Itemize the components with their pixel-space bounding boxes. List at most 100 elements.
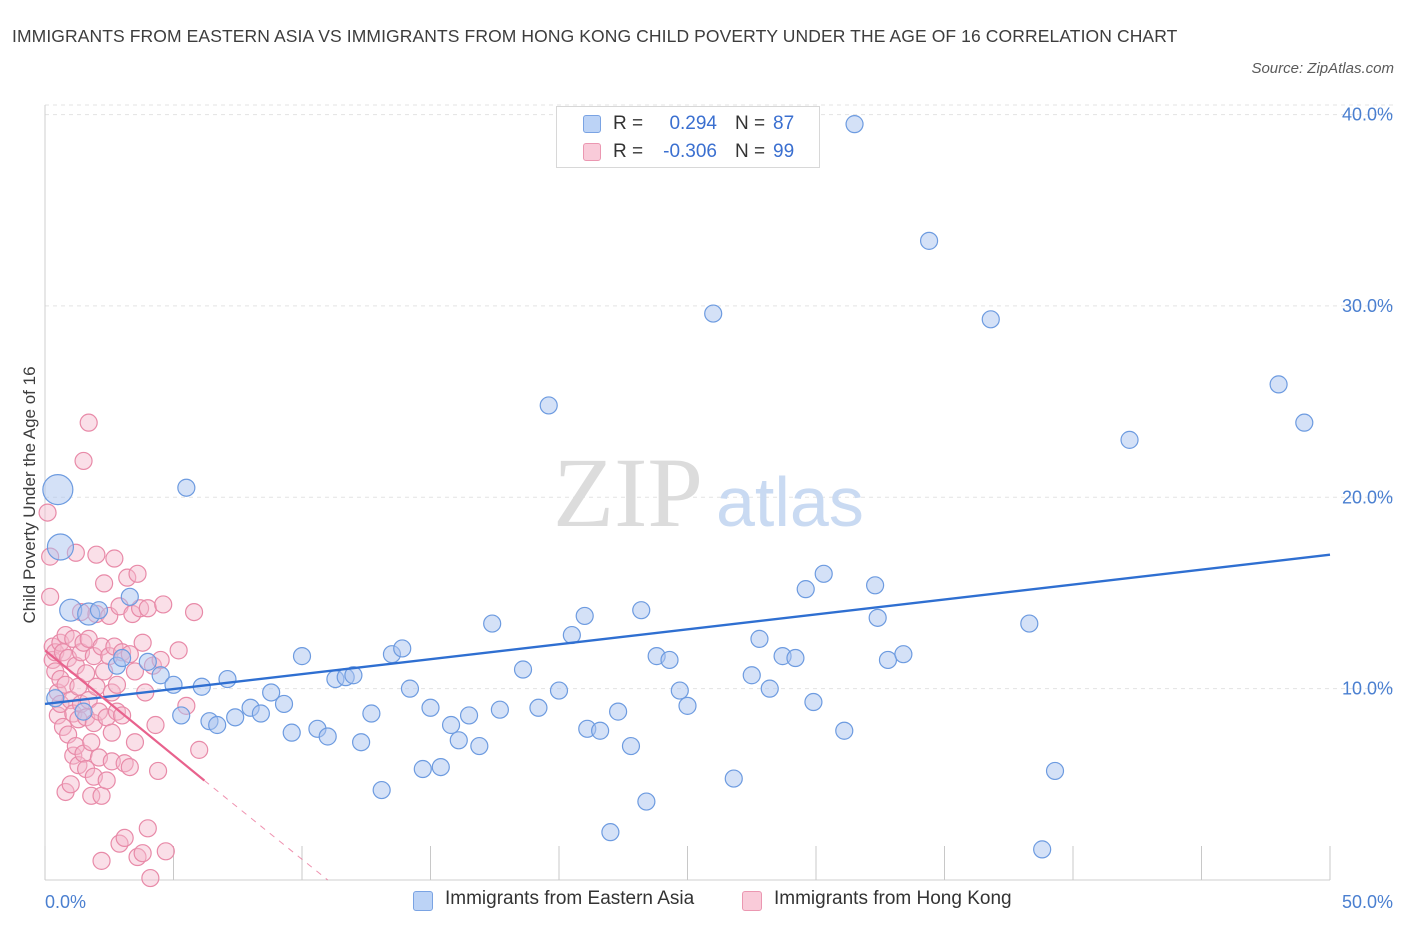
legend-r-label: R =	[613, 141, 644, 162]
data-point-hong-kong	[61, 775, 80, 794]
data-point-hong-kong	[92, 786, 111, 805]
data-point-hong-kong	[105, 549, 124, 568]
data-point-eastern-asia	[866, 576, 885, 595]
data-point-eastern-asia	[1269, 375, 1288, 394]
data-point-eastern-asia	[609, 702, 628, 721]
data-point-eastern-asia	[483, 614, 502, 633]
legend-swatch-pink	[583, 143, 601, 161]
data-point-eastern-asia	[138, 652, 157, 671]
data-point-hong-kong	[148, 761, 168, 781]
data-point-eastern-asia	[362, 704, 381, 723]
data-point-eastern-asia	[151, 666, 170, 685]
data-point-eastern-asia	[845, 115, 864, 134]
legend-n-value: 99	[773, 141, 795, 162]
data-point-eastern-asia	[89, 601, 109, 620]
data-point-eastern-asia	[393, 639, 412, 658]
bottom-legend-swatch-blue	[413, 891, 433, 911]
data-point-hong-kong	[102, 723, 121, 742]
data-point-eastern-asia	[760, 679, 779, 698]
data-point-hong-kong	[125, 733, 145, 752]
data-point-eastern-asia	[344, 666, 363, 685]
data-point-eastern-asia	[413, 759, 432, 779]
data-point-eastern-asia	[459, 706, 479, 725]
data-point-hong-kong	[74, 451, 93, 471]
source-label: Source: ZipAtlas.com	[1251, 60, 1394, 77]
data-point-hong-kong	[41, 587, 60, 606]
data-point-hong-kong	[110, 834, 129, 853]
bottom-legend-label: Immigrants from Eastern Asia	[445, 888, 695, 909]
y-tick-label: 20.0%	[1342, 487, 1393, 507]
data-point-hong-kong	[97, 771, 116, 790]
data-point-hong-kong	[141, 868, 160, 888]
data-point-hong-kong	[118, 568, 137, 587]
legend-swatch-blue	[583, 115, 601, 133]
data-point-eastern-asia	[878, 650, 898, 670]
data-point-eastern-asia	[218, 669, 237, 689]
data-point-eastern-asia	[208, 715, 227, 735]
data-point-eastern-asia	[804, 692, 823, 712]
data-point-eastern-asia	[894, 645, 913, 664]
data-point-eastern-asia	[352, 733, 371, 752]
trend-line-hong-kong	[44, 649, 206, 782]
data-point-eastern-asia	[120, 587, 139, 606]
legend-n-label: N =	[735, 113, 766, 134]
data-point-eastern-asia	[1045, 761, 1065, 781]
data-point-hong-kong	[77, 664, 96, 683]
data-point-eastern-asia	[539, 396, 558, 415]
data-point-eastern-asia	[704, 304, 723, 323]
data-point-eastern-asia	[575, 606, 594, 626]
data-point-eastern-asia	[1120, 430, 1139, 449]
data-point-hong-kong	[184, 602, 204, 622]
data-point-eastern-asia	[724, 769, 743, 788]
data-point-eastern-asia	[112, 648, 132, 668]
data-point-eastern-asia	[529, 698, 548, 717]
data-point-hong-kong	[154, 595, 173, 614]
data-point-hong-kong	[87, 545, 106, 564]
data-point-eastern-asia	[177, 478, 196, 497]
data-point-eastern-asia	[292, 647, 312, 666]
data-point-eastern-asia	[750, 629, 769, 648]
data-point-eastern-asia	[1020, 614, 1039, 633]
legend-r-value: 0.294	[669, 113, 717, 134]
gridlines	[45, 104, 1395, 690]
correlation-legend: R = 0.294 N = 87 R = -0.306 N = 99	[556, 106, 820, 168]
legend-n-label: N =	[735, 141, 766, 162]
data-point-hong-kong	[120, 757, 139, 777]
bottom-legend-swatch-pink	[742, 891, 762, 911]
data-point-hong-kong	[51, 669, 70, 689]
data-point-eastern-asia	[421, 698, 440, 717]
trend-line-hong-kong-extension	[204, 780, 329, 881]
x-tick-label: 50.0%	[1342, 892, 1393, 912]
data-point-hong-kong	[107, 675, 127, 694]
data-point-hong-kong	[79, 413, 98, 432]
watermark-atlas: atlas	[716, 463, 864, 541]
data-point-eastern-asia	[601, 823, 620, 842]
data-point-hong-kong	[125, 662, 145, 681]
data-point-eastern-asia	[251, 704, 270, 723]
data-point-hong-kong	[130, 599, 150, 618]
data-point-eastern-asia	[513, 660, 533, 679]
data-point-eastern-asia	[660, 650, 679, 670]
data-point-hong-kong	[133, 844, 152, 863]
series-eastern-asia	[42, 115, 1314, 859]
data-point-eastern-asia	[621, 736, 641, 756]
data-point-hong-kong	[138, 819, 157, 838]
chart-title: IMMIGRANTS FROM EASTERN ASIA VS IMMIGRAN…	[12, 26, 1178, 46]
data-point-eastern-asia	[74, 702, 93, 721]
data-point-hong-kong	[82, 786, 101, 805]
data-point-eastern-asia	[274, 694, 294, 714]
data-point-eastern-asia	[814, 564, 833, 583]
data-point-eastern-asia	[835, 721, 854, 740]
data-point-hong-kong	[156, 842, 175, 861]
trend-line-eastern-asia	[44, 553, 1331, 706]
data-point-eastern-asia	[470, 736, 489, 756]
data-point-eastern-asia	[591, 721, 610, 740]
data-point-eastern-asia	[42, 474, 74, 506]
data-point-hong-kong	[64, 629, 83, 648]
data-point-eastern-asia	[490, 700, 509, 719]
data-point-eastern-asia	[1033, 840, 1052, 859]
y-tick-label: 30.0%	[1342, 296, 1393, 316]
data-point-hong-kong	[77, 759, 96, 779]
data-point-eastern-asia	[632, 601, 651, 620]
data-point-eastern-asia	[786, 648, 805, 668]
